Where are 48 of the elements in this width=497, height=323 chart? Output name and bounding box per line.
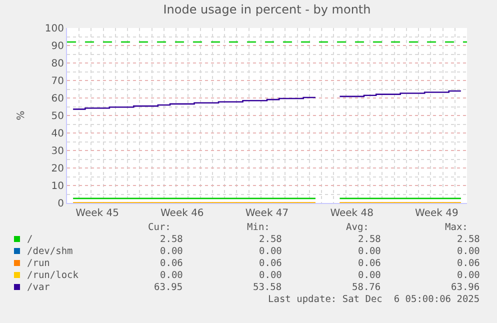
text: 58.76 <box>352 282 381 293</box>
x-tick-label: Week 48 <box>330 208 374 219</box>
text: 2.58 <box>457 234 480 245</box>
legend-label: /var <box>27 282 50 293</box>
x-tick-label: Week 49 <box>415 208 458 219</box>
y-tick-label: 100 <box>44 24 64 34</box>
y-tick-label: 50 <box>51 111 64 122</box>
text: 2.58 <box>358 234 382 245</box>
legend-label: /run/lock <box>27 270 79 281</box>
text: 63.95 <box>154 282 183 293</box>
y-tick-label: 80 <box>51 58 64 70</box>
chart-title: Inode usage in percent - by month <box>163 2 371 16</box>
text: 0.00 <box>358 270 382 281</box>
text: Avg: <box>346 222 369 233</box>
text: 53.58 <box>253 282 282 293</box>
text: 0.00 <box>160 270 184 281</box>
text: 0.06 <box>358 258 382 269</box>
text: 0.00 <box>457 270 480 281</box>
text: 0.00 <box>259 246 282 257</box>
x-tick-label: Week 46 <box>160 208 204 219</box>
y-tick-label: 90 <box>51 41 64 52</box>
text: Max: <box>445 222 468 233</box>
text: 0.06 <box>160 258 184 269</box>
text: 0.00 <box>160 246 184 257</box>
y-tick-label: 70 <box>51 76 64 87</box>
y-tick-label: 60 <box>51 94 64 104</box>
text: 63.96 <box>451 282 480 293</box>
x-tick-label: Week 45 <box>76 208 119 219</box>
y-tick-label: 10 <box>51 181 64 192</box>
y-axis-title: % <box>16 110 27 120</box>
text: Cur: <box>148 222 171 233</box>
text: Last update: Sat Dec 6 05:00:06 2025 <box>268 294 480 305</box>
text: Min: <box>247 222 270 233</box>
text: 2.58 <box>259 234 282 245</box>
y-tick-label: 40 <box>51 128 64 140</box>
text: 2.58 <box>160 234 184 245</box>
x-tick-label: Week 47 <box>245 208 289 219</box>
text: 0.00 <box>457 246 480 257</box>
text: 0.00 <box>358 246 382 257</box>
legend-label: /run <box>27 258 50 269</box>
y-tick-label: 30 <box>51 146 64 157</box>
text: 0.06 <box>259 258 282 269</box>
legend-label: /dev/shm <box>27 246 74 257</box>
text: 0.00 <box>259 270 282 281</box>
text: 0.06 <box>457 258 480 269</box>
y-tick-label: 20 <box>51 164 64 174</box>
legend-label: / <box>27 234 33 245</box>
y-tick-label: 0 <box>58 198 64 210</box>
